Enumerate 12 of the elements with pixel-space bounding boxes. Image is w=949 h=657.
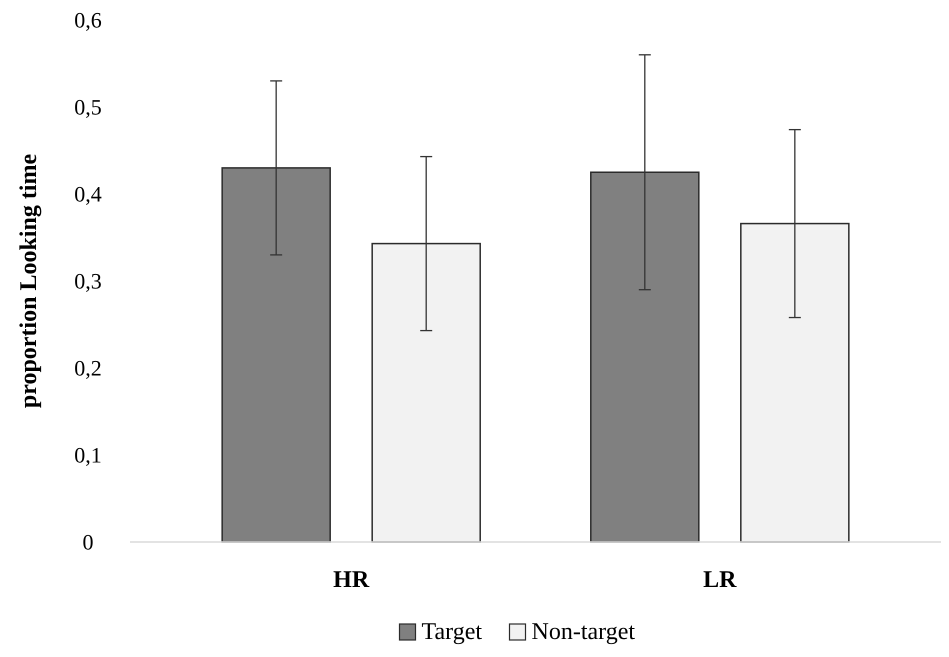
y-tick-label: 0,6 [74, 8, 102, 33]
y-tick-label: 0,2 [74, 356, 102, 381]
x-tick-label: LR [703, 567, 738, 593]
y-tick-label: 0,3 [74, 268, 102, 294]
y-tick-label: 0,5 [74, 94, 102, 120]
x-tick-label: HR [333, 567, 370, 593]
y-tick-label: 0,1 [74, 442, 102, 468]
y-axis-title: proportion Looking time [16, 154, 42, 408]
y-tick-label: 0 [82, 530, 94, 555]
legend-label: Non-target [532, 619, 636, 645]
y-tick-label: 0,4 [74, 182, 102, 207]
legend-label: Target [422, 619, 482, 645]
